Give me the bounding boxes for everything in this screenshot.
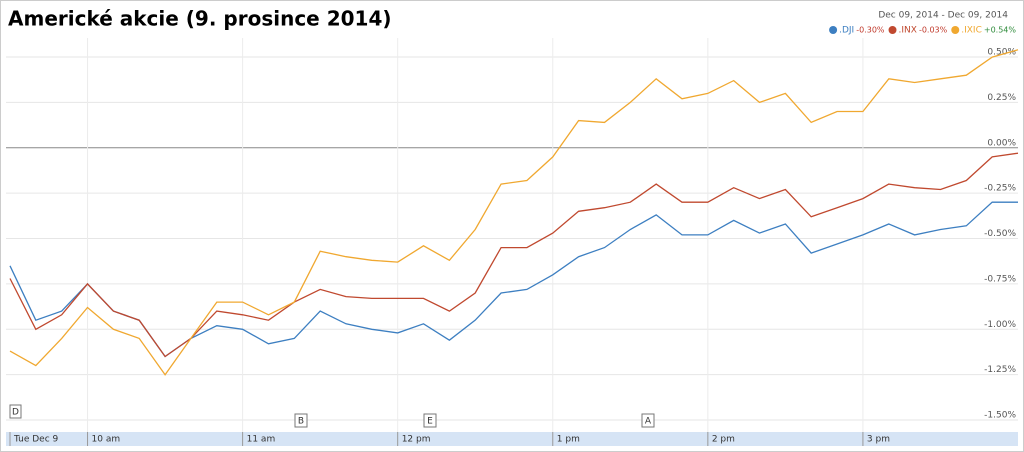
y-tick-label: -0.50% (984, 229, 1016, 239)
legend-change: -0.03% (919, 26, 948, 35)
y-tick-label: -1.00% (984, 320, 1016, 330)
event-box (294, 413, 308, 428)
legend-change: -0.30% (856, 26, 885, 35)
x-tick-label: 1 pm (557, 435, 580, 445)
x-tick-label: Tue Dec 9 (13, 435, 59, 445)
event-label: D (12, 408, 19, 418)
event-label: E (427, 417, 433, 427)
legend-name: .DJI (839, 26, 854, 36)
x-tick-label: 3 pm (867, 435, 890, 445)
event-box (423, 413, 437, 428)
x-axis-band (6, 432, 1018, 446)
y-tick-label: 0.00% (987, 138, 1016, 148)
event-label: A (645, 417, 652, 427)
legend: +0.54%.IXIC -0.03%.INX -0.30%.DJI (829, 26, 1016, 36)
y-tick-label: -0.25% (984, 184, 1016, 194)
x-tick-label: 11 am (247, 435, 276, 445)
x-tick-label: 10 am (92, 435, 121, 445)
event-box (9, 404, 22, 419)
y-tick-label: -1.50% (984, 411, 1016, 421)
chart-title: Americké akcie (9. prosince 2014) (8, 7, 392, 31)
event-box (641, 413, 655, 428)
legend-name: .INX (899, 26, 917, 36)
legend-swatch (888, 26, 897, 34)
y-tick-label: -1.25% (984, 365, 1016, 375)
x-tick-label: 2 pm (712, 435, 735, 445)
event-label: B (298, 417, 304, 427)
event-markers: D B E A (9, 404, 655, 428)
legend-change: +0.54% (984, 26, 1017, 35)
series-line (9, 152, 1019, 358)
y-tick-label: 0.25% (987, 93, 1016, 103)
legend-swatch (951, 26, 960, 34)
legend-name: .IXIC (961, 26, 982, 36)
series-line (9, 49, 1019, 376)
legend-swatch (829, 26, 838, 34)
y-tick-label: -0.75% (984, 274, 1016, 284)
y-tick-label: 0.50% (987, 48, 1016, 58)
date-range: Dec 09, 2014 - Dec 09, 2014 (878, 11, 1008, 21)
x-tick-label: 12 pm (402, 435, 431, 445)
